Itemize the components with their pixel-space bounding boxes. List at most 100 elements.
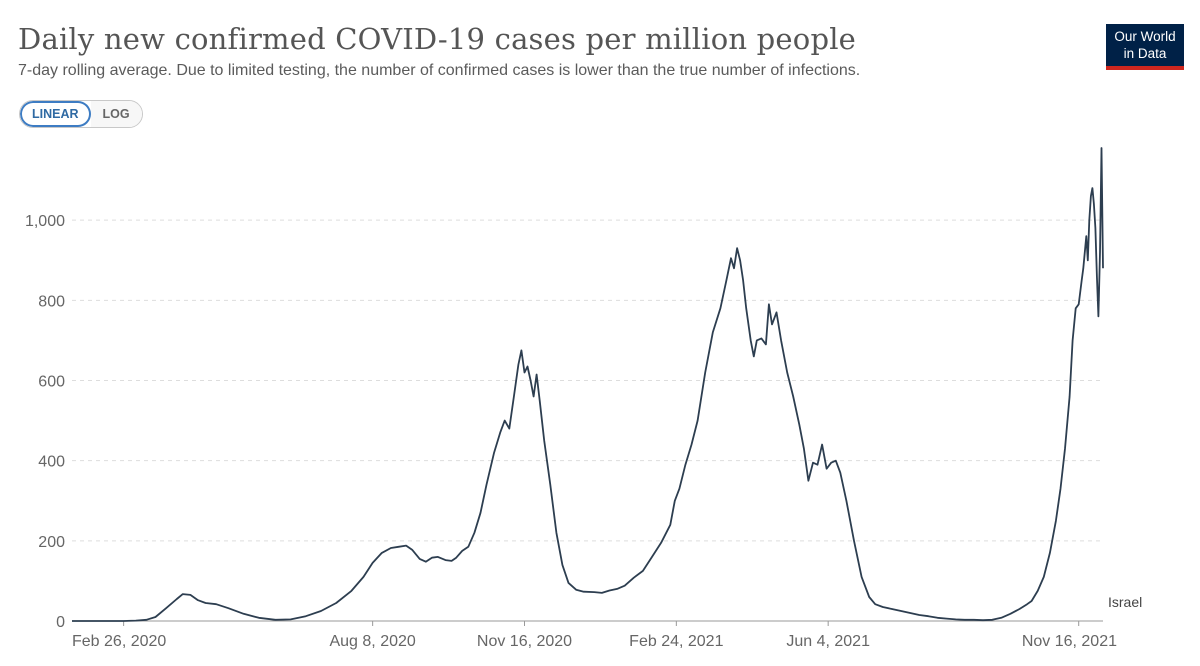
data-point: [419, 558, 421, 560]
data-point: [450, 560, 452, 562]
series-layer: Israel: [72, 147, 1142, 622]
data-point: [945, 617, 947, 619]
data-point: [882, 606, 884, 608]
data-point: [816, 464, 818, 466]
data-point: [642, 570, 644, 572]
data-point: [1085, 235, 1087, 237]
data-point: [517, 363, 519, 365]
data-point: [561, 564, 563, 566]
data-point: [891, 608, 893, 610]
data-point: [1084, 251, 1086, 253]
data-point: [411, 549, 413, 551]
data-point: [165, 607, 167, 609]
data-point: [1096, 275, 1098, 277]
data-point: [760, 337, 762, 339]
data-point: [1026, 603, 1028, 605]
data-point: [397, 546, 399, 548]
data-point: [1100, 147, 1102, 149]
data-point: [575, 589, 577, 591]
data-point: [771, 323, 773, 325]
data-point: [405, 544, 407, 546]
scale-toggle: LINEAR LOG: [19, 100, 143, 128]
data-point: [753, 355, 755, 357]
data-point: [733, 267, 735, 269]
data-point: [258, 617, 260, 619]
data-point: [1071, 339, 1073, 341]
data-point: [739, 259, 741, 261]
data-point: [964, 619, 966, 621]
data-point: [830, 462, 832, 464]
data-point: [918, 614, 920, 616]
data-point: [684, 464, 686, 466]
data-point: [624, 585, 626, 587]
data-point: [539, 399, 541, 401]
data-point: [154, 616, 156, 618]
data-point: [479, 512, 481, 514]
data-point: [730, 257, 732, 259]
data-point: [1009, 613, 1011, 615]
data-point: [1094, 227, 1096, 229]
data-point: [189, 594, 191, 596]
x-axis: [72, 620, 1103, 626]
data-point: [1097, 315, 1099, 317]
data-point: [504, 419, 506, 421]
data-point: [1064, 447, 1066, 449]
data-point: [1091, 187, 1093, 189]
data-point: [274, 619, 276, 621]
owid-logo[interactable]: Our World in Data: [1106, 24, 1184, 70]
data-point: [290, 618, 292, 620]
data-point: [513, 395, 515, 397]
y-axis: 0 200 400 600 800 1,000: [25, 213, 65, 631]
data-point: [825, 468, 827, 470]
x-tick-label: Feb 26, 2020: [72, 633, 166, 650]
data-point: [745, 307, 747, 309]
data-point: [780, 339, 782, 341]
data-point: [669, 524, 671, 526]
data-point: [900, 610, 902, 612]
data-point: [1093, 203, 1095, 205]
data-point: [1099, 251, 1101, 253]
data-point: [742, 279, 744, 281]
data-point: [1030, 600, 1032, 602]
data-point: [845, 500, 847, 502]
data-point: [991, 619, 993, 621]
data-point: [122, 620, 124, 622]
data-point: [176, 598, 178, 600]
x-axis-labels: Feb 26, 2020 Aug 8, 2020 Nov 16, 2020 Feb 2…: [72, 633, 1117, 650]
data-point: [485, 484, 487, 486]
data-point: [431, 557, 433, 559]
data-point: [719, 307, 721, 309]
data-point: [390, 547, 392, 549]
x-tick-label: Jun 4, 2021: [786, 633, 870, 650]
data-point: [1082, 267, 1084, 269]
data-point: [493, 451, 495, 453]
data-point: [696, 419, 698, 421]
data-point: [807, 480, 809, 482]
series-line-israel[interactable]: [72, 147, 1104, 622]
data-point: [182, 593, 184, 595]
y-tick-label: 600: [38, 374, 65, 391]
data-point: [853, 540, 855, 542]
y-tick-label: 0: [56, 614, 65, 631]
data-point: [1088, 219, 1090, 221]
linear-scale-button[interactable]: LINEAR: [20, 101, 91, 127]
data-point: [756, 339, 758, 341]
data-point: [381, 552, 383, 554]
data-point: [725, 279, 727, 281]
data-point: [803, 447, 805, 449]
data-point: [555, 532, 557, 534]
chart-subtitle: 7-day rolling average. Due to limited te…: [18, 62, 861, 79]
log-scale-button[interactable]: LOG: [90, 101, 142, 127]
logo-line-2: in Data: [1123, 46, 1167, 61]
data-point: [535, 373, 537, 375]
data-point: [812, 462, 814, 464]
data-point: [835, 460, 837, 462]
data-point: [508, 427, 510, 429]
data-point: [543, 439, 545, 441]
data-point: [204, 602, 206, 604]
data-point: [1059, 488, 1061, 490]
data-point: [660, 542, 662, 544]
data-point: [467, 546, 469, 548]
data-point: [215, 603, 217, 605]
data-point: [1049, 552, 1051, 554]
